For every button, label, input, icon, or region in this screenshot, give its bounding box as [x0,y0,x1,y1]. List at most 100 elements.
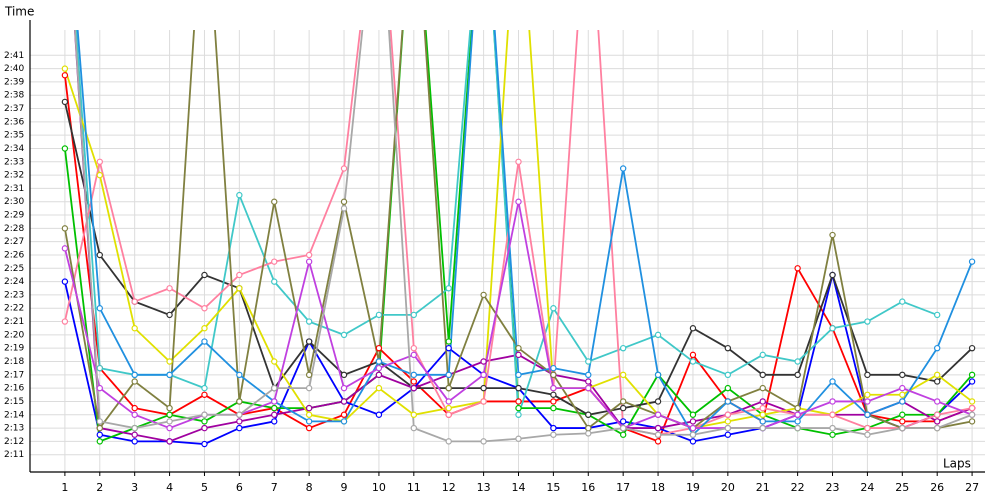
data-point [515,198,522,205]
data-point [480,398,487,405]
data-point [166,311,173,319]
data-point [619,165,627,172]
plot-area [61,30,976,448]
data-point [864,431,871,438]
y-tick-label: 2:36 [4,117,24,127]
data-point [236,411,243,418]
data-point [340,205,348,212]
x-tick-label: 23 [826,481,840,494]
data-point [550,404,557,412]
data-point [236,371,243,379]
data-point [61,65,69,72]
data-point [759,371,766,379]
y-tick-label: 2:21 [4,317,24,327]
data-point [305,384,313,392]
data-point [480,291,487,299]
data-point [271,358,278,365]
data-point [515,371,522,379]
data-point [305,318,313,325]
data-point [96,171,103,179]
data-point [375,371,383,379]
x-tick-label: 17 [616,481,630,494]
y-tick-label: 2:11 [4,450,24,460]
data-point [96,364,103,372]
data-point [933,311,941,319]
data-point [340,418,348,425]
data-point [61,98,69,106]
x-tick-label: 14 [511,481,525,494]
data-point [724,418,732,425]
data-point [375,411,383,418]
data-point [201,325,208,332]
data-point [550,384,557,392]
data-point [271,278,278,285]
data-point [794,404,801,412]
x-tick-label: 26 [930,481,944,494]
x-tick-label: 5 [201,481,208,494]
data-point [829,231,836,239]
data-point [619,398,627,405]
y-tick-label: 2:20 [4,330,24,340]
x-tick-label: 9 [341,481,348,494]
x-tick-label: 21 [756,481,770,494]
data-point [550,391,557,398]
data-point [515,411,522,418]
data-point [305,371,313,379]
data-point [864,371,871,379]
data-point [445,411,452,418]
data-point [550,364,557,372]
data-point [340,411,348,418]
data-point [340,331,348,339]
data-point [201,411,208,418]
data-point [794,424,801,432]
series-line [75,30,938,416]
y-tick-label: 2:22 [4,304,24,314]
data-point [585,378,592,385]
data-point [515,404,522,412]
data-point [61,318,69,325]
data-point [305,258,313,265]
data-point [899,398,906,405]
data-point [829,325,836,332]
x-tick-label: 10 [372,481,386,494]
data-point [829,424,836,432]
y-tick-label: 2:32 [4,171,24,181]
data-point [619,404,627,412]
data-point [619,418,627,425]
data-point [864,424,871,432]
data-point [654,331,662,339]
data-point [899,424,906,432]
y-tick-label: 2:35 [4,131,24,141]
data-point [515,435,522,442]
data-point [899,371,906,379]
data-point [375,384,383,392]
data-point [654,411,662,418]
data-point [201,305,208,312]
data-point [759,384,766,392]
x-tick-label: 2 [96,481,103,494]
data-point [201,271,208,279]
data-point [724,344,732,352]
y-tick-label: 2:28 [4,224,24,234]
data-point [794,265,801,272]
data-point [759,411,766,418]
data-point [61,245,69,252]
series-line [64,30,973,429]
data-point [201,424,208,432]
data-point [96,158,103,166]
data-point [829,411,836,418]
data-point [271,411,278,418]
data-point [61,145,69,152]
y-tick-label: 2:12 [4,437,24,447]
data-point [585,424,592,432]
data-point [794,411,801,418]
data-point [829,271,836,279]
data-point [585,384,592,392]
data-point [201,418,208,425]
data-point [96,438,103,445]
data-point [305,338,313,345]
data-point [933,398,941,405]
data-point [61,225,69,232]
data-point [375,364,383,372]
